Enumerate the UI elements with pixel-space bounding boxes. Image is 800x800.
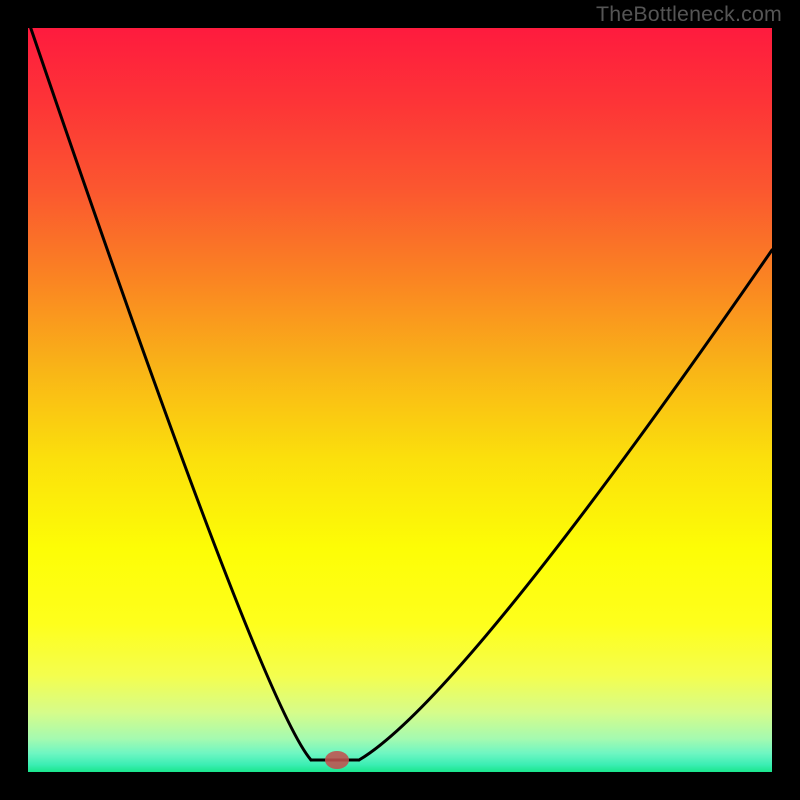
watermark-text: TheBottleneck.com bbox=[596, 2, 782, 27]
chart-stage: TheBottleneck.com bbox=[0, 0, 800, 800]
bottleneck-gradient-background bbox=[28, 28, 772, 772]
optimal-point-marker bbox=[325, 751, 349, 769]
